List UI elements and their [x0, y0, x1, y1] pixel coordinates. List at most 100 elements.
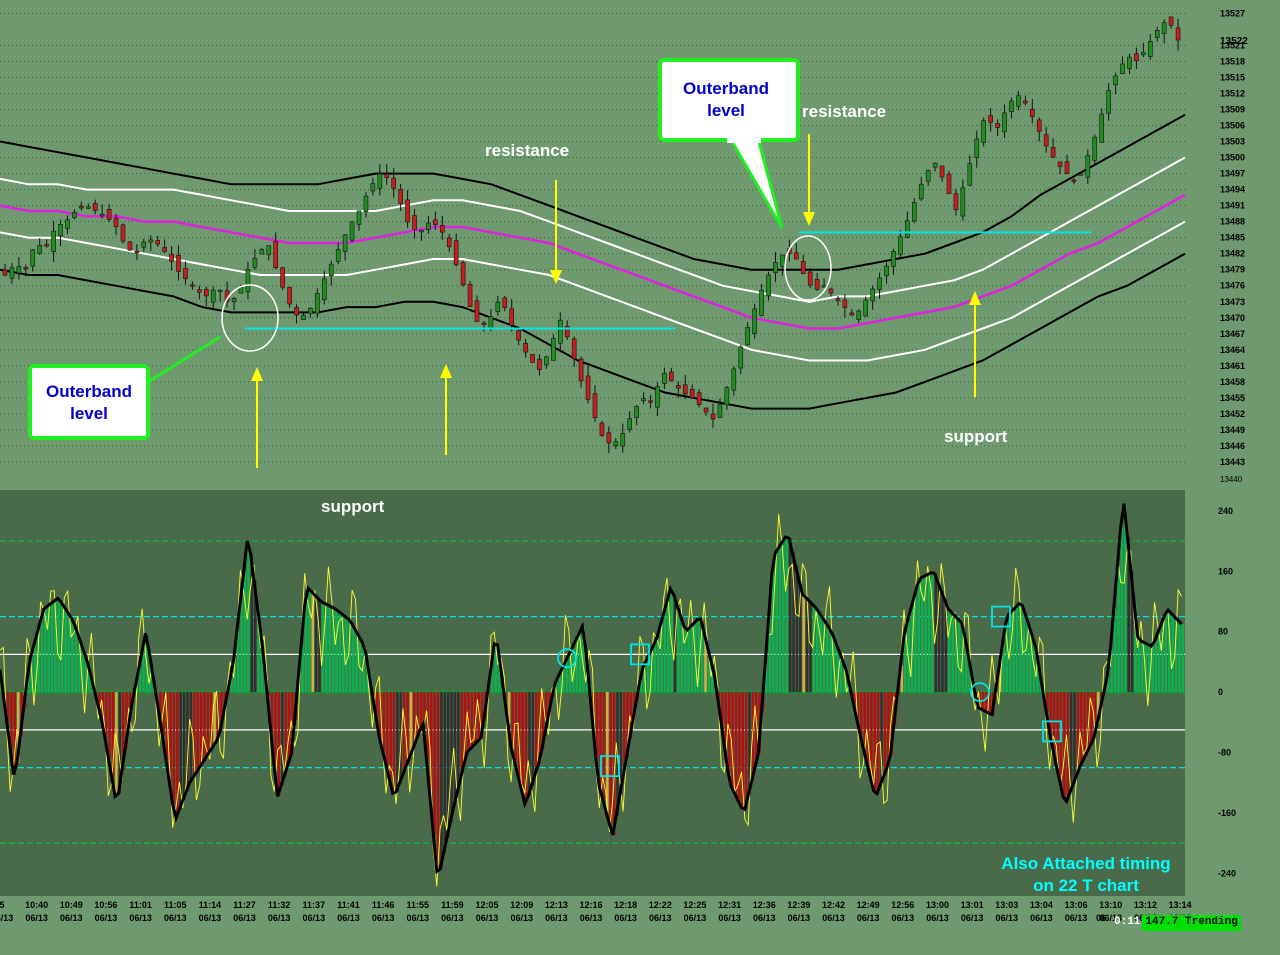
candle-body: [31, 250, 35, 266]
x-time-label: 13:12: [1134, 900, 1157, 910]
histogram-bar: [345, 617, 348, 692]
candle: [753, 304, 757, 339]
candle-body: [843, 300, 847, 308]
histogram-bar: [335, 609, 338, 692]
candle-body: [725, 388, 729, 405]
candle-body: [288, 287, 292, 304]
histogram-bar: [1016, 607, 1019, 692]
y-axis: 1344313446134491345213455134581346113464…: [1218, 8, 1248, 878]
callout-right-line2: level: [707, 101, 745, 120]
x-date-label: 06/13: [129, 913, 152, 923]
candle-body: [1162, 23, 1166, 34]
x-date-label: 06/13: [684, 913, 707, 923]
candle-body: [489, 317, 493, 328]
histogram-bar: [687, 630, 690, 692]
candle-body: [267, 246, 271, 255]
x-date-label: 06/13: [580, 913, 603, 923]
candle-body: [1176, 28, 1180, 40]
candle-body: [114, 218, 118, 227]
x-time-label: 11:37: [303, 900, 326, 910]
candle-body: [760, 291, 764, 316]
candle-body: [690, 389, 694, 397]
x-time-label: 13:06: [1065, 900, 1088, 910]
histogram-bar: [789, 538, 792, 692]
x-date-label: 06/13: [233, 913, 256, 923]
candle-body: [357, 211, 361, 225]
candle-body: [107, 209, 111, 219]
candle-body: [912, 202, 916, 220]
candle-body: [531, 354, 535, 362]
x-date-label: 06/13: [649, 913, 672, 923]
price-tick-label: 13467: [1220, 329, 1245, 339]
candle-body: [1134, 54, 1138, 61]
candle-body: [1016, 96, 1020, 107]
candle-body: [190, 285, 194, 287]
candle-body: [655, 387, 659, 408]
candle-body: [878, 278, 882, 290]
candle-body: [1072, 180, 1076, 182]
histogram-bar: [108, 692, 111, 758]
x-time-label: 10:40: [25, 900, 48, 910]
histogram-bar: [71, 618, 74, 693]
candle-body: [711, 414, 715, 419]
histogram-bar: [745, 692, 748, 809]
histogram-bar: [1080, 692, 1083, 766]
histogram-bar: [278, 692, 281, 796]
resistance-label-right: resistance: [802, 102, 886, 121]
support-label-lower: support: [321, 497, 385, 516]
oscillator-tick-label: 80: [1218, 627, 1228, 637]
candle-body: [996, 123, 1000, 127]
candle-body: [475, 301, 479, 322]
candle-body: [315, 293, 319, 313]
candle-body: [24, 267, 28, 269]
histogram-bar: [819, 613, 822, 692]
x-date-label: 06/13: [337, 913, 360, 923]
x-time-label: 13:10: [1099, 900, 1122, 910]
x-time-label: 12:39: [787, 900, 810, 910]
x-date-label: 06/13: [95, 913, 118, 923]
oscillator-tick-label: -160: [1218, 808, 1236, 818]
candle-body: [371, 184, 375, 191]
x-time-label: 12:42: [822, 900, 845, 910]
x-time-label: 11:32: [268, 900, 291, 910]
x-date-label: 06/13: [510, 913, 533, 923]
x-date-label: 06/13: [199, 913, 222, 923]
histogram-bar: [1155, 641, 1158, 692]
histogram-bar: [142, 651, 145, 692]
candle-body: [940, 166, 944, 177]
x-date-label-extra: 06: [1096, 913, 1106, 923]
candle-body: [426, 223, 430, 230]
candle-body: [128, 242, 132, 250]
support-label-right: support: [944, 427, 1008, 446]
histogram-bar: [1121, 527, 1124, 693]
price-tick-label: 13476: [1220, 281, 1245, 291]
x-date-label: 06/13: [303, 913, 326, 923]
histogram-bar: [383, 692, 386, 751]
status-time: 0:11: [1112, 915, 1142, 931]
histogram-bar: [308, 588, 311, 692]
histogram-bar: [948, 609, 951, 693]
candle-body: [461, 263, 465, 285]
oscillator-tick-label: -80: [1218, 748, 1231, 758]
candle-body: [1065, 162, 1069, 174]
x-time-label: 11:46: [372, 900, 395, 910]
candle-body: [1100, 114, 1104, 142]
candle: [350, 221, 354, 242]
candle-body: [780, 255, 784, 267]
candle-body: [801, 261, 805, 273]
price-tick-label: 13515: [1220, 72, 1245, 82]
histogram-bar: [440, 692, 443, 869]
x-time-label: 12:56: [891, 900, 914, 910]
candle-body: [558, 320, 562, 343]
candle-body: [440, 225, 444, 232]
candle-body: [163, 247, 167, 251]
candle: [531, 354, 535, 363]
histogram-bar: [328, 605, 331, 692]
candle-body: [454, 241, 458, 265]
candle-body: [649, 401, 653, 403]
candle: [600, 421, 604, 437]
x-date-label: 06/13: [926, 913, 949, 923]
histogram-bar: [1171, 614, 1174, 693]
histogram-bar: [339, 611, 342, 692]
histogram-bar: [1165, 615, 1168, 692]
